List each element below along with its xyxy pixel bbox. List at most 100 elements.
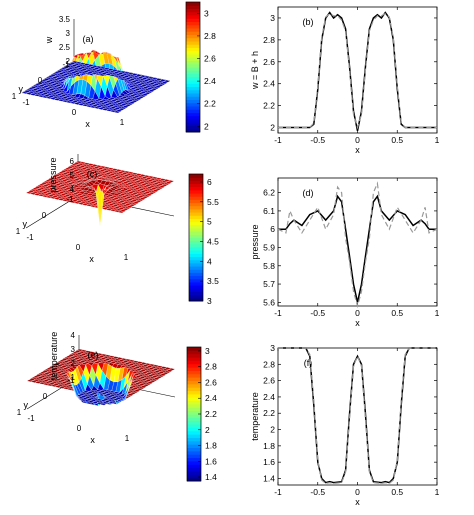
colorbar-tick-label: 2.2	[204, 99, 216, 109]
colorbar-tick-label: 5	[207, 217, 212, 227]
panel-label: (d)	[303, 188, 314, 198]
colorbar-segment	[186, 50, 200, 55]
surface-facet	[168, 368, 176, 371]
y-tick-label: 2.4	[263, 392, 275, 402]
colorbar-segment	[187, 474, 201, 479]
plot-a: -1 0 1 -1 0 1 2 2.5 3 3.5 x y w (a) 2 2.2 2.4 2.6 2.8 3	[12, 1, 216, 133]
z-tick-label: 6	[70, 157, 75, 166]
y-tick-label: 1.6	[263, 457, 275, 467]
colorbar-segment	[186, 102, 200, 107]
colorbar-segment	[187, 370, 201, 375]
colorbar-tick-label: 2	[205, 425, 210, 435]
x-tick-label: -0.5	[310, 135, 325, 145]
colorbar-segment	[187, 347, 201, 351]
y-tick-label: 6	[270, 224, 275, 234]
colorbar-segment	[186, 106, 200, 110]
colorbar-segment	[189, 253, 203, 258]
x-tick-label: -0.5	[310, 487, 325, 497]
colorbar-segment	[189, 196, 203, 200]
x-tick-label: -1	[26, 233, 34, 242]
y-tick-label: 2.2	[263, 408, 275, 418]
colorbar-segment	[187, 467, 201, 472]
colorbar-segment	[189, 272, 203, 277]
x-tick-label: 1	[435, 135, 440, 145]
z-tick-label: 2.5	[59, 43, 71, 52]
colorbar-segment	[187, 373, 201, 378]
colorbar-segment	[189, 193, 203, 197]
colorbar-segment	[187, 447, 201, 452]
colorbar-segment	[189, 250, 203, 254]
colorbar-segment	[187, 477, 201, 482]
colorbar-tick-label: 3	[205, 346, 210, 356]
colorbar-segment	[189, 275, 203, 280]
y-tick-label: 0	[38, 76, 43, 85]
y-tick-label: 6.1	[263, 206, 275, 216]
y-tick-label: 2.8	[263, 359, 275, 369]
y-tick-label: 1	[16, 227, 21, 236]
colorbar-segment	[186, 109, 200, 113]
colorbar-tick-label: 2.4	[204, 76, 216, 86]
colorbar-segment	[187, 410, 201, 415]
colorbar-segment	[187, 427, 201, 432]
colorbar-segment	[189, 212, 203, 216]
colorbar-segment	[186, 44, 200, 48]
x-axis-label: x	[355, 497, 360, 507]
colorbar-tick-label: 4.5	[207, 236, 219, 246]
colorbar-segment	[189, 288, 203, 292]
colorbar-segment	[187, 403, 201, 408]
colorbar-segment	[186, 128, 200, 133]
colorbar-segment	[189, 208, 203, 213]
y-tick-label: -1	[67, 376, 75, 385]
y-tick-label: 6.2	[263, 188, 275, 198]
dashed-series-line	[277, 181, 438, 309]
colorbar-segment	[186, 41, 200, 45]
colorbar-segment	[189, 294, 203, 299]
colorbar-tick-label: 2.6	[204, 54, 216, 64]
y-tick-label: 5.9	[263, 242, 275, 252]
surface-facet	[167, 180, 175, 183]
colorbar-tick-label: 2	[204, 121, 209, 131]
x-tick-label: 1	[125, 434, 130, 443]
colorbar-segment	[186, 93, 200, 97]
colorbar-segment	[187, 414, 201, 418]
surface-facet	[163, 80, 171, 83]
y-tick-label: -1	[66, 195, 74, 204]
colorbar-segment	[186, 8, 200, 13]
x-tick-label: -1	[274, 487, 282, 497]
colorbar-segment	[186, 63, 200, 68]
colorbar-tick-label: 1.4	[205, 472, 217, 482]
colorbar-segment	[189, 285, 203, 289]
colorbar-segment	[186, 96, 200, 100]
colorbar-segment	[189, 256, 203, 261]
colorbar-tick-label: 4	[207, 256, 212, 266]
y-tick-label: 2	[270, 425, 275, 435]
colorbar-segment	[189, 189, 203, 194]
colorbar-segment	[186, 54, 200, 58]
x-tick-label: -1	[27, 414, 35, 423]
y-tick-label: 0	[42, 211, 47, 220]
colorbar-segment	[187, 417, 201, 422]
colorbar-segment	[187, 367, 201, 371]
colorbar-segment	[187, 407, 201, 412]
x-tick-label: 0	[77, 424, 82, 433]
x-tick-label: -1	[274, 135, 282, 145]
colorbar-segment	[189, 259, 203, 264]
colorbar-segment	[189, 234, 203, 238]
colorbar-tick-label: 2.8	[204, 31, 216, 41]
x-tick-label: -1	[22, 98, 30, 107]
colorbar-segment	[187, 400, 201, 405]
x-tick-label: 0	[355, 308, 360, 318]
colorbar-segment	[186, 5, 200, 9]
colorbar-segment	[187, 430, 201, 435]
x-tick-label: 0	[355, 135, 360, 145]
colorbar-segment	[189, 278, 203, 283]
colorbar-segment	[186, 57, 200, 61]
x-tick-label: 0	[76, 243, 81, 252]
y-tick-label: 1.8	[263, 441, 275, 451]
x-tick-label: 1	[435, 487, 440, 497]
x-tick-label: -1	[274, 308, 282, 318]
colorbar-tick-label: 5.5	[207, 197, 219, 207]
y-tick-label: -1	[62, 60, 70, 69]
y-axis-label: y	[24, 400, 29, 410]
x-axis-label: x	[90, 435, 95, 445]
